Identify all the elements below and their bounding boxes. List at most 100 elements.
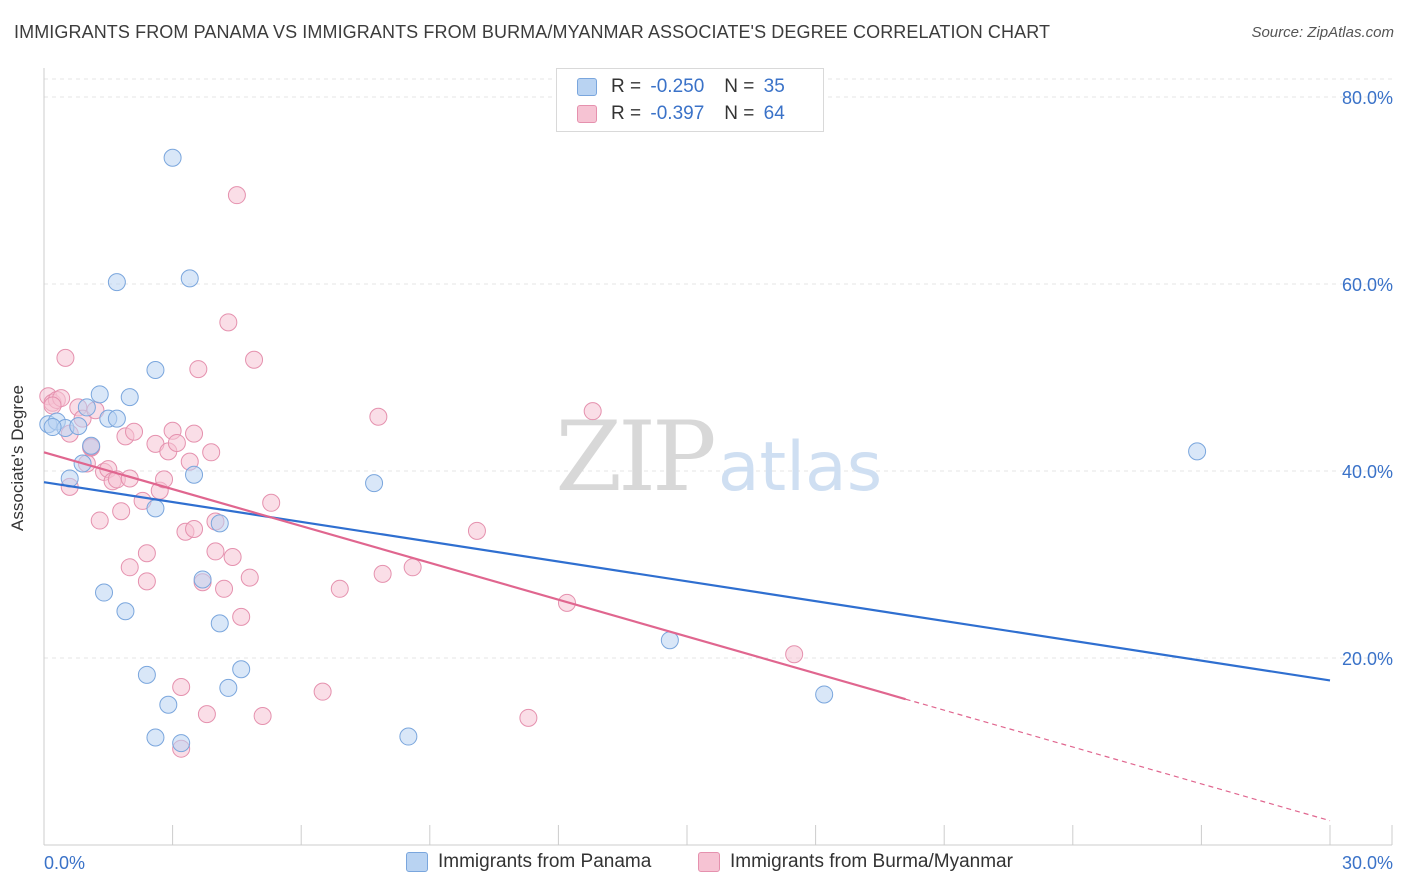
legend-burma-swatch bbox=[698, 852, 720, 872]
panama-point-27 bbox=[219, 678, 238, 697]
burma-point-3 bbox=[56, 348, 75, 367]
panama-point-32 bbox=[815, 685, 834, 704]
panama-point-15 bbox=[146, 728, 165, 747]
panama-point-17 bbox=[172, 734, 191, 753]
watermark: ZIP atlas bbox=[555, 401, 882, 513]
legend-panama-label: Immigrants from Panama bbox=[438, 851, 652, 872]
burma-trend-extension bbox=[905, 698, 1331, 822]
panama-point-25 bbox=[210, 514, 229, 533]
burma-point-34 bbox=[185, 519, 204, 538]
burma-point-37 bbox=[197, 705, 216, 724]
burma-point-35 bbox=[189, 360, 208, 379]
burma-point-26 bbox=[155, 470, 174, 489]
y-tick-label-1: 40.0% bbox=[1342, 462, 1393, 482]
panama-point-30 bbox=[399, 727, 418, 746]
panama-r-value: -0.250 bbox=[650, 76, 705, 97]
burma-point-47 bbox=[245, 350, 264, 369]
panama-point-16 bbox=[159, 695, 178, 714]
watermark-zip: ZIP bbox=[555, 401, 714, 513]
burma-point-48 bbox=[253, 706, 272, 725]
panama-n-value: 35 bbox=[763, 76, 785, 97]
burma-point-56 bbox=[519, 708, 538, 727]
panama-point-23 bbox=[185, 465, 204, 484]
burma-point-59 bbox=[785, 645, 804, 664]
source-label: Source: ZipAtlas.com bbox=[1251, 24, 1394, 41]
panama-trend-line bbox=[43, 481, 1331, 682]
tick-labels: 20.0% 40.0% 60.0% 80.0% 0.0% 30.0% bbox=[44, 88, 1393, 873]
burma-point-61 bbox=[43, 396, 62, 415]
panama-r-label: R = bbox=[611, 76, 642, 97]
panama-point-29 bbox=[365, 474, 384, 493]
panama-point-8 bbox=[90, 385, 109, 404]
panama-point-12 bbox=[95, 583, 114, 602]
burma-r-value: -0.397 bbox=[650, 103, 705, 124]
panama-swatch bbox=[577, 78, 597, 96]
panama-n-label: N = bbox=[724, 76, 755, 97]
legend-row-panama: R = -0.250 N = 35 bbox=[577, 75, 785, 99]
burma-point-39 bbox=[206, 542, 225, 561]
panama-point-14 bbox=[137, 665, 156, 684]
burma-point-44 bbox=[227, 186, 246, 205]
burma-n-value: 64 bbox=[763, 103, 785, 124]
burma-point-30 bbox=[172, 677, 191, 696]
burma-trend-line bbox=[43, 451, 906, 701]
burma-point-22 bbox=[137, 572, 156, 591]
burma-point-53 bbox=[373, 564, 392, 583]
burma-points bbox=[39, 186, 804, 758]
legend-row-burma: R = -0.397 N = 64 bbox=[577, 102, 785, 126]
burma-point-52 bbox=[369, 407, 388, 426]
burma-point-17 bbox=[112, 502, 131, 521]
burma-point-45 bbox=[232, 607, 251, 626]
panama-point-10 bbox=[107, 409, 126, 428]
burma-point-20 bbox=[125, 422, 144, 441]
x-tick-label-end: 30.0% bbox=[1342, 853, 1393, 873]
legend-item-burma: Immigrants from Burma/Myanmar bbox=[698, 851, 1013, 873]
panama-point-34 bbox=[43, 418, 62, 437]
burma-point-19 bbox=[120, 558, 139, 577]
panama-point-24 bbox=[193, 570, 212, 589]
burma-point-46 bbox=[240, 568, 259, 587]
panama-point-33 bbox=[1188, 442, 1207, 461]
panama-point-28 bbox=[232, 660, 251, 679]
legend-panama-swatch bbox=[406, 852, 428, 872]
burma-point-38 bbox=[202, 443, 221, 462]
panama-point-22 bbox=[107, 273, 126, 292]
y-tick-label-3: 80.0% bbox=[1342, 88, 1393, 108]
burma-point-29 bbox=[167, 433, 186, 452]
chart-title: IMMIGRANTS FROM PANAMA VS IMMIGRANTS FRO… bbox=[14, 22, 1051, 42]
axis-layer bbox=[43, 68, 1393, 846]
trend-lines bbox=[43, 451, 1331, 822]
stats-legend: R = -0.250 N = 35 R = -0.397 N = 64 bbox=[556, 68, 824, 132]
legend-item-panama: Immigrants from Panama bbox=[406, 851, 651, 873]
panama-point-11 bbox=[120, 388, 139, 407]
burma-point-43 bbox=[223, 548, 242, 567]
burma-point-58 bbox=[583, 402, 602, 421]
burma-point-33 bbox=[185, 424, 204, 443]
panama-points bbox=[39, 148, 1207, 753]
watermark-atlas: atlas bbox=[718, 428, 882, 507]
panama-point-3 bbox=[69, 417, 88, 436]
burma-point-51 bbox=[330, 579, 349, 598]
burma-point-49 bbox=[262, 493, 281, 512]
burma-n-label: N = bbox=[724, 103, 755, 124]
burma-swatch bbox=[577, 105, 597, 123]
y-tick-label-2: 60.0% bbox=[1342, 275, 1393, 295]
legend-burma-label: Immigrants from Burma/Myanmar bbox=[730, 851, 1013, 872]
burma-point-55 bbox=[467, 521, 486, 540]
burma-point-12 bbox=[90, 511, 109, 530]
burma-point-50 bbox=[313, 682, 332, 701]
x-tick-label-start: 0.0% bbox=[44, 853, 85, 873]
panama-point-13 bbox=[116, 602, 135, 621]
burma-point-42 bbox=[219, 313, 238, 332]
burma-point-54 bbox=[403, 558, 422, 577]
y-axis-label: Associate's Degree bbox=[8, 385, 27, 531]
panama-point-20 bbox=[163, 148, 182, 167]
panama-point-19 bbox=[146, 361, 165, 380]
burma-point-41 bbox=[215, 579, 234, 598]
panama-point-21 bbox=[180, 269, 199, 288]
panama-point-26 bbox=[210, 614, 229, 633]
burma-r-label: R = bbox=[611, 103, 642, 124]
y-tick-label-0: 20.0% bbox=[1342, 649, 1393, 669]
panama-point-7 bbox=[82, 436, 101, 455]
